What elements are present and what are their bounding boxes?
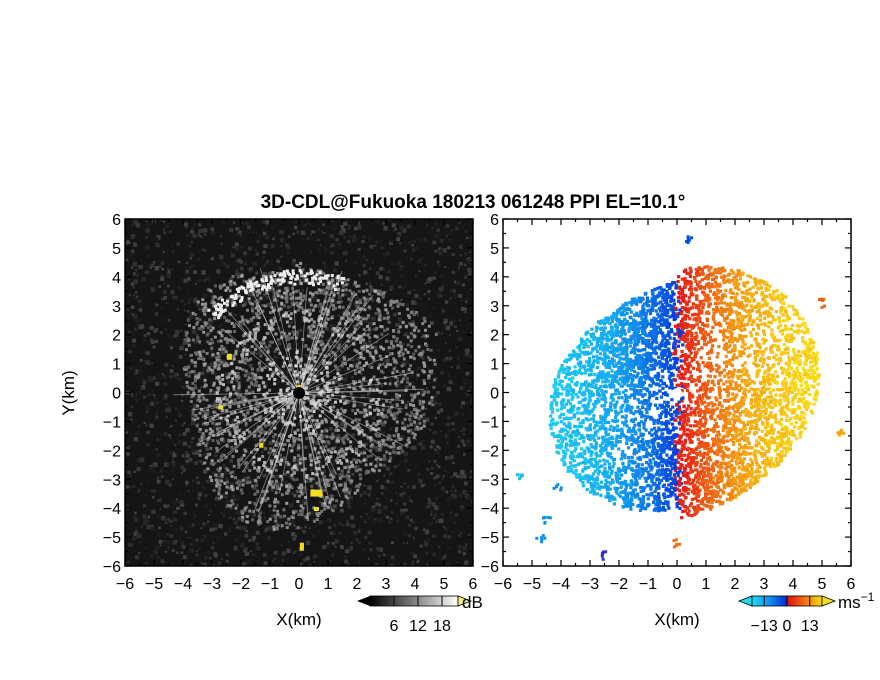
velocity-panel: −6 −5 −4 −3 −2 −1 0 1 2 3 4 5 6 6543210−1−2−3−4−5−6 … [481,212,856,629]
y-tick-label: −6 [481,559,499,576]
y-tick-label: 2 [112,328,121,345]
x-tick-label: −3 [581,576,599,593]
y-tick-label: −4 [103,501,121,518]
x-tick-label: 1 [702,576,711,593]
x-tick-label: −6 [494,576,512,593]
y-tick-label: 1 [490,357,499,374]
y-tick-label: 0 [490,386,499,403]
y-tick-label: −3 [103,472,121,489]
x-tick-label: 5 [818,576,827,593]
x-tick-label: −3 [203,576,221,593]
y-tick-label: 5 [112,241,121,258]
velocity-colorbar-right-arrow [821,595,837,607]
snr-panel: −6 −5 −4 −3 −2 −1 0 1 2 3 4 5 6 6543210−1−2−3−4−5−6 … [59,212,478,629]
velocity-x-tick-labels: −6 −5 −4 −3 −2 −1 0 1 2 3 4 5 6 [494,576,856,593]
velocity-colorbar-unit-exponent: −1 [861,590,875,604]
x-tick-label: 3 [382,576,391,593]
velocity-colorbar-left-arrow [737,595,753,607]
colorbar-tick-label: 18 [433,618,451,635]
y-tick-label: −2 [103,443,121,460]
y-tick-label: −2 [481,443,499,460]
y-tick-label: 2 [490,328,499,345]
y-tick-label: −5 [481,530,499,547]
snr-colorbar-ticks: 6 12 18 [390,596,451,635]
y-tick-label: −1 [481,414,499,431]
y-tick-label: 3 [490,299,499,316]
y-tick-label: −3 [481,472,499,489]
velocity-colorbar-ticks: −13 0 13 [751,596,819,635]
velocity-x-axis-label: X(km) [654,610,699,629]
x-tick-label: −5 [523,576,541,593]
velocity-colorbar: −13 0 13 ms−1 [737,590,875,635]
x-tick-label: 6 [847,576,856,593]
y-tick-label: −1 [103,414,121,431]
y-tick-label: 4 [112,270,121,287]
y-tick-label: 6 [112,212,121,229]
snr-colorbar-left-arrow [357,596,370,606]
y-tick-label: −6 [103,559,121,576]
x-tick-label: −4 [174,576,192,593]
x-tick-label: −5 [145,576,163,593]
y-tick-label: −4 [481,501,499,518]
snr-colorbar: 6 12 18 dB [357,593,483,635]
colorbar-tick-label: 6 [390,618,399,635]
chart-title: 3D-CDL@Fukuoka 180213 061248 PPI EL=10.1… [261,192,686,213]
y-tick-label: 6 [490,212,499,229]
x-tick-label: 0 [295,576,304,593]
colorbar-tick-label: 0 [783,618,792,635]
colorbar-tick-label: −13 [751,618,778,635]
x-tick-label: −4 [552,576,570,593]
velocity-ticks [502,218,852,567]
y-axis-label: Y(km) [59,370,78,415]
snr-colorbar-unit: dB [462,593,483,612]
snr-x-tick-labels: −6 −5 −4 −3 −2 −1 0 1 2 3 4 5 6 [116,576,478,593]
x-tick-label: −2 [610,576,628,593]
x-tick-label: 4 [789,576,798,593]
velocity-y-tick-labels: 6 5 4 3 2 1 0 −1 −2 −3 −4 −5 −6 [481,212,499,576]
x-tick-label: 4 [411,576,420,593]
x-tick-label: −2 [232,576,250,593]
x-tick-label: 2 [353,576,362,593]
x-tick-label: −6 [116,576,134,593]
snr-ticks [124,218,474,567]
y-tick-label: 3 [112,299,121,316]
y-tick-label: 4 [490,270,499,287]
y-tick-label: 0 [112,386,121,403]
x-tick-label: 1 [324,576,333,593]
x-tick-label: 2 [731,576,740,593]
snr-colorbar-bar [369,595,459,607]
x-tick-label: 0 [673,576,682,593]
x-tick-label: −1 [639,576,657,593]
y-tick-label: 5 [490,241,499,258]
snr-colorbar-right-arrow [457,595,473,607]
snr-echo-disk [173,261,438,551]
colorbar-tick-label: 12 [409,618,427,635]
x-tick-label: 6 [469,576,478,593]
velocity-colorbar-unit: ms−1 [838,590,875,612]
snr-y-tick-labels: 6 5 4 3 2 1 0 −1 −2 −3 −4 −5 −6 [103,212,121,576]
y-tick-label: −5 [103,530,121,547]
x-tick-label: −1 [261,576,279,593]
velocity-colorbar-unit-base: ms [838,593,861,612]
y-tick-label: 1 [112,357,121,374]
velocity-field [516,235,846,561]
colorbar-tick-label: 13 [801,618,819,635]
snr-x-axis-label: X(km) [276,610,321,629]
x-tick-label: 3 [760,576,769,593]
x-tick-label: 5 [440,576,449,593]
